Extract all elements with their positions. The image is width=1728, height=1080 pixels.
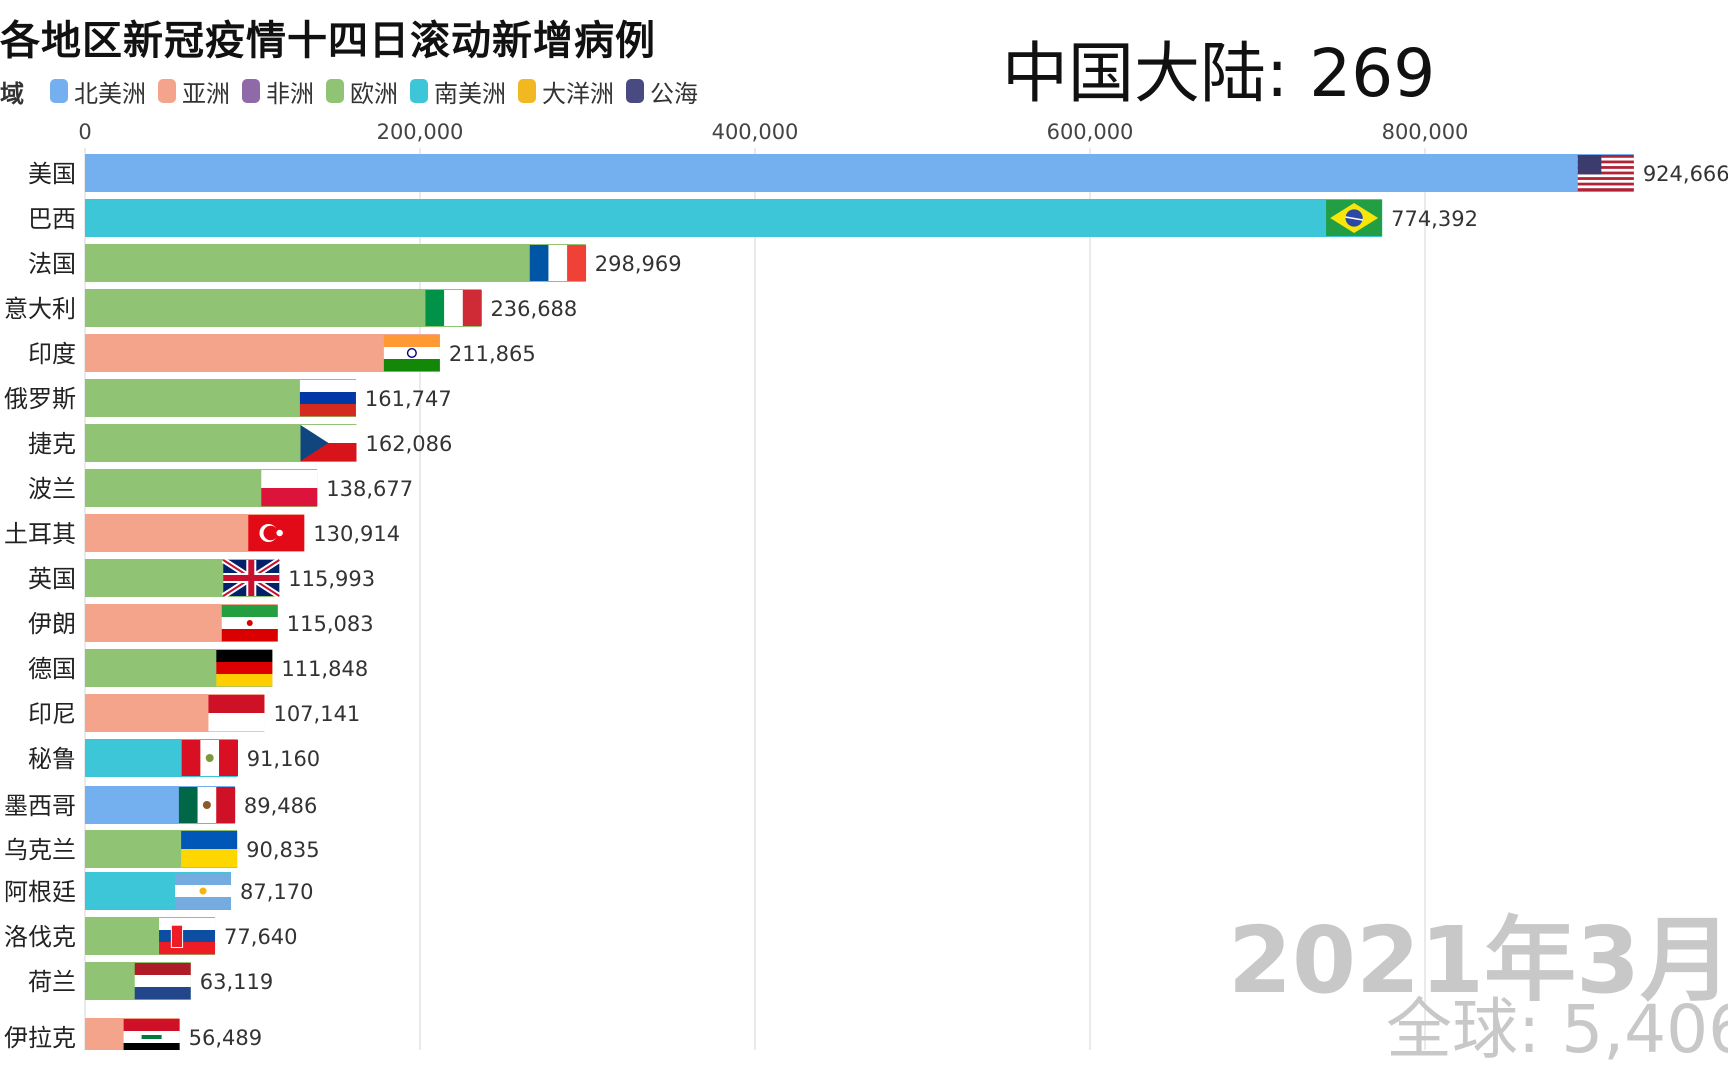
france-flag-icon [529,245,587,281]
value-label: 161,747 [365,387,452,411]
global-total: 全球: 5,406,2 [1386,991,1728,1068]
category-label: 伊朗 [28,610,76,638]
turkey-flag-icon [248,515,305,551]
legend-swatch [518,79,536,103]
value-label: 90,835 [246,838,319,862]
bar[interactable] [85,334,440,372]
iran-flag-icon [221,605,278,642]
chart-title: 各地区新冠疫情十四日滚动新增病例 [0,18,656,64]
value-label: 115,083 [287,612,374,636]
value-label: 162,086 [365,432,452,456]
category-label: 墨西哥 [4,792,76,820]
legend-label: 亚洲 [182,79,230,108]
legend-label: 公海 [650,79,698,108]
legend-lead: 域 [0,79,24,108]
category-label: 捷克 [28,430,76,458]
poland-flag-icon [261,470,318,507]
value-label: 87,170 [240,880,313,904]
bar[interactable] [85,244,586,282]
indonesia-flag-icon [208,695,265,732]
czech-flag-icon [300,425,357,462]
value-label: 56,489 [189,1026,262,1050]
category-label: 乌克兰 [4,836,76,864]
category-label: 巴西 [28,205,76,233]
value-label: 107,141 [273,702,360,726]
value-label: 774,392 [1391,207,1478,231]
legend-item-north-america[interactable]: 北美洲 [50,74,146,109]
x-tick-label: 200,000 [377,120,464,144]
brazil-flag-icon [1326,200,1383,236]
legend-label: 大洋洲 [542,79,614,108]
legend-item-oceania[interactable]: 大洋洲 [518,74,614,109]
value-label: 924,666 [1643,162,1728,186]
legend: 域 北美洲 亚洲 非洲 欧洲 南美洲 大洋洲 公海 [0,74,710,109]
ukraine-flag-icon [181,831,238,868]
value-label: 77,640 [224,925,297,949]
legend-swatch [410,79,428,103]
value-label: 236,688 [490,297,577,321]
category-label: 法国 [28,250,76,278]
x-tick-label: 600,000 [1047,120,1134,144]
category-label: 阿根廷 [4,878,76,906]
china-mainland-count: 中国大陆: 269 [1002,35,1436,112]
category-label: 秘鲁 [28,745,76,773]
bars-layer: 924,666 美国 774,392 巴西 298,969 法国 236,688 意大利 211… [4,154,1728,1052]
value-label: 111,848 [281,657,368,681]
category-label: 洛伐克 [4,923,76,951]
russia-flag-icon [299,380,356,417]
legend-swatch [50,79,68,103]
category-label: 伊拉克 [4,1024,76,1052]
value-label: 115,993 [288,567,375,591]
category-label: 土耳其 [4,520,76,548]
legend-swatch [158,79,176,103]
us-flag-icon [1577,155,1634,192]
argentina-flag-icon [175,873,232,910]
category-label: 英国 [28,565,76,593]
x-tick-label: 0 [78,120,91,144]
legend-item-asia[interactable]: 亚洲 [158,74,230,109]
legend-swatch [326,79,344,103]
legend-item-high-seas[interactable]: 公海 [626,74,698,109]
legend-label: 欧洲 [350,79,398,108]
x-tick-label: 400,000 [712,120,799,144]
value-label: 91,160 [247,747,320,771]
value-label: 298,969 [595,252,682,276]
legend-label: 南美洲 [434,79,506,108]
iraq-flag-icon [123,1019,180,1050]
bar[interactable] [85,199,1383,237]
category-label: 波兰 [28,475,76,503]
legend-swatch [626,79,644,103]
netherlands-flag-icon [134,963,191,1000]
x-tick-label: 800,000 [1382,120,1469,144]
category-label: 印尼 [28,700,76,728]
slovakia-flag-icon [159,918,216,955]
legend-label: 非洲 [266,79,314,108]
italy-flag-icon [425,290,482,326]
legend-item-south-america[interactable]: 南美洲 [410,74,506,109]
value-label: 211,865 [449,342,536,366]
legend-label: 北美洲 [74,79,146,108]
legend-item-africa[interactable]: 非洲 [242,74,314,109]
bar[interactable] [85,289,482,327]
germany-flag-icon [216,650,273,687]
date-watermark: 2021年3月4 [1228,907,1728,1014]
legend-item-europe[interactable]: 欧洲 [326,74,398,109]
bar[interactable] [85,154,1634,192]
category-label: 意大利 [4,295,76,323]
value-label: 138,677 [326,477,413,501]
uk-flag-icon [221,557,281,599]
category-label: 印度 [28,340,76,368]
mexico-flag-icon [178,787,236,823]
india-flag-icon [383,335,440,372]
category-label: 德国 [28,655,76,683]
legend-swatch [242,79,260,103]
value-label: 130,914 [313,522,400,546]
value-label: 63,119 [200,970,273,994]
value-label: 89,486 [244,794,317,818]
category-label: 荷兰 [28,968,76,996]
category-label: 美国 [28,160,76,188]
category-label: 俄罗斯 [4,385,76,413]
peru-flag-icon [181,740,238,776]
